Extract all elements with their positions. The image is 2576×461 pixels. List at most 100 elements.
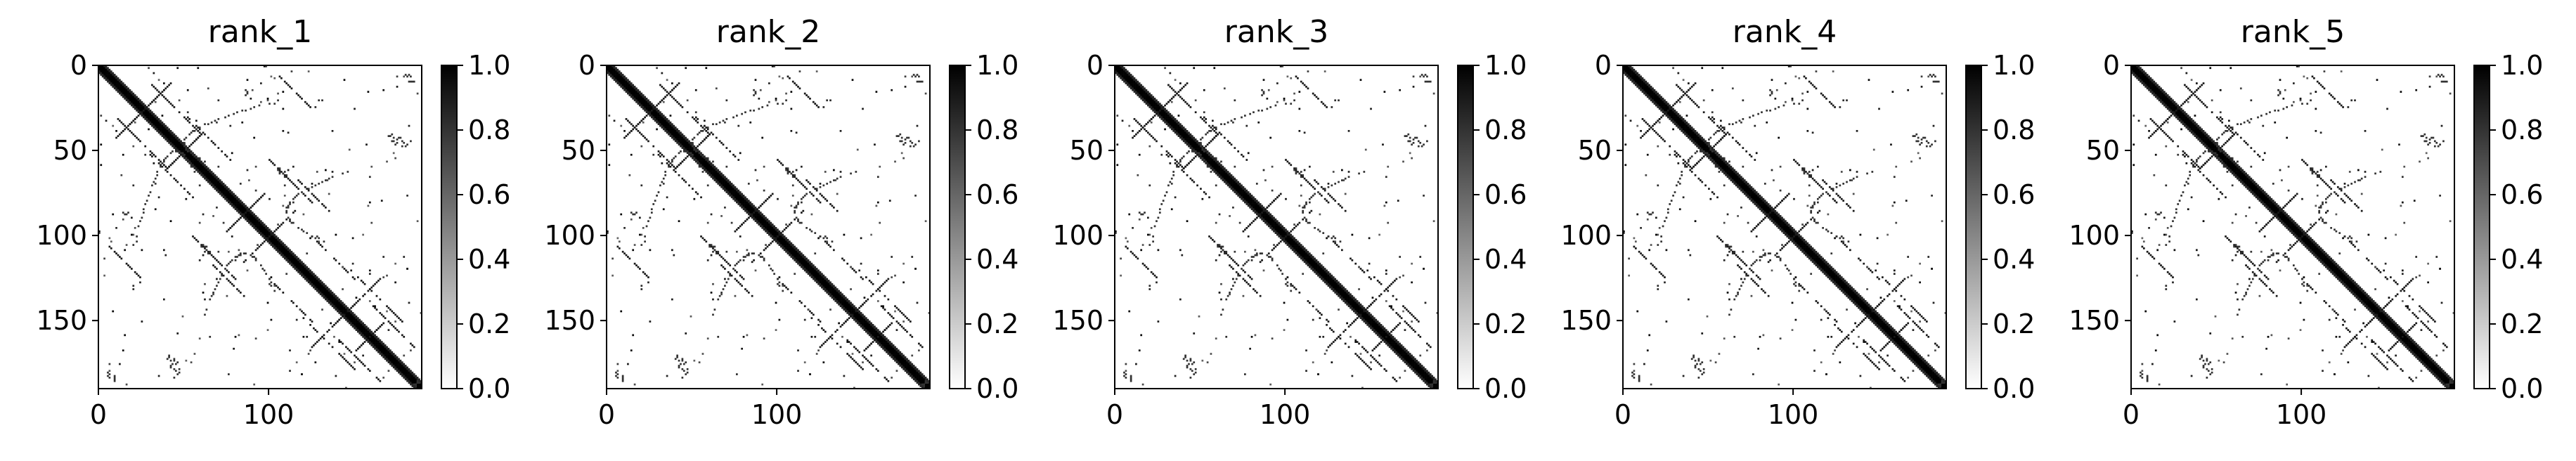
heatmap-cell	[729, 274, 732, 277]
heatmap-cell	[387, 351, 390, 353]
heatmap-cell	[257, 227, 259, 229]
heatmap-cell	[168, 100, 170, 103]
heatmap-cell	[768, 196, 770, 199]
heatmap-cell	[326, 300, 329, 302]
heatmap-cell	[649, 103, 652, 105]
heatmap-cell	[336, 297, 339, 299]
heatmap-cell	[122, 349, 124, 352]
heatmap-cell	[763, 257, 765, 260]
heatmap-cell	[763, 249, 765, 252]
heatmap-cell	[753, 204, 755, 207]
heatmap-cell	[290, 221, 293, 224]
heatmap-cell	[202, 169, 205, 171]
heatmap-cell	[406, 373, 408, 375]
heatmap-cell	[273, 283, 276, 285]
heatmap-cell	[640, 99, 643, 102]
heatmap-cell	[650, 108, 653, 110]
heatmap-cell	[779, 237, 782, 240]
heatmap-cell	[401, 363, 403, 365]
heatmap-cell	[261, 235, 264, 238]
heatmap-cell	[105, 70, 108, 72]
heatmap-cell	[309, 349, 311, 352]
heatmap-cell	[797, 259, 799, 261]
heatmap-cell	[650, 212, 653, 214]
heatmap-cell	[715, 172, 718, 175]
heatmap-cell	[645, 109, 648, 112]
heatmap-cell	[408, 124, 410, 127]
heatmap-cell	[316, 280, 318, 282]
heatmap-cell	[185, 359, 188, 362]
heatmap-cell	[231, 274, 233, 277]
heatmap-cell	[746, 206, 749, 209]
heatmap-cell	[912, 377, 915, 379]
heatmap-cell	[855, 361, 857, 363]
heatmap-cell	[142, 115, 145, 117]
heatmap-cell	[863, 315, 866, 318]
heatmap-cell	[115, 80, 117, 83]
heatmap-cell	[137, 138, 140, 141]
heatmap-cell	[260, 221, 262, 224]
heatmap-cell	[354, 324, 356, 326]
heatmap-cell	[195, 167, 198, 169]
heatmap-cell	[110, 240, 112, 243]
heatmap-cell	[224, 186, 226, 188]
heatmap-cell	[287, 216, 290, 219]
heatmap-cell	[722, 183, 725, 185]
heatmap-cell	[399, 318, 402, 321]
heatmap-cell	[280, 247, 283, 249]
heatmap-cell	[621, 75, 624, 78]
heatmap-cell	[367, 339, 370, 342]
heatmap-cell	[204, 298, 206, 301]
heatmap-cell	[850, 303, 852, 306]
heatmap-cell	[789, 244, 791, 246]
heatmap-cell	[161, 94, 164, 96]
heatmap-cell	[656, 116, 658, 119]
heatmap-cell	[309, 283, 311, 285]
heatmap-cell	[770, 223, 772, 226]
heatmap-cell	[661, 116, 664, 119]
heatmap-cell	[810, 312, 813, 314]
heatmap-cell	[615, 77, 617, 79]
heatmap-cell	[797, 220, 799, 223]
heatmap-cell	[287, 206, 290, 209]
heatmap-cell	[625, 118, 628, 120]
heatmap-cell	[278, 250, 281, 253]
heatmap-cell	[105, 67, 108, 70]
heatmap-cell	[389, 351, 391, 353]
heatmap-cell	[819, 271, 822, 273]
heatmap-cell	[921, 382, 924, 384]
heatmap-cell	[120, 131, 123, 134]
heatmap-cell	[790, 252, 793, 255]
heatmap-cell	[357, 317, 359, 320]
heatmap-cell	[674, 167, 677, 169]
heatmap-cell	[637, 96, 640, 98]
heatmap-cell	[635, 98, 637, 100]
heatmap-cell	[292, 256, 295, 258]
heatmap-cell	[718, 181, 721, 183]
heatmap-cell	[722, 174, 725, 176]
heatmap-cell	[853, 313, 855, 316]
heatmap-cell	[928, 387, 931, 389]
heatmap-cell	[124, 92, 127, 95]
heatmap-cell	[639, 94, 641, 96]
heatmap-cell	[117, 89, 119, 91]
heatmap-cell	[394, 313, 396, 316]
heatmap-cell	[657, 111, 660, 114]
heatmap-cell	[321, 293, 323, 296]
heatmap-cell	[722, 184, 725, 187]
heatmap-cell	[856, 320, 859, 323]
heatmap-cell	[892, 349, 895, 352]
heatmap-cell	[736, 188, 738, 190]
heatmap-cell	[900, 359, 903, 362]
heatmap-cell	[260, 227, 262, 229]
heatmap-cell	[888, 353, 891, 355]
heatmap-cell	[127, 91, 129, 93]
heatmap-cell	[661, 181, 664, 183]
heatmap-cell	[261, 268, 264, 270]
heatmap-cell	[188, 193, 191, 195]
heatmap-cell	[725, 189, 728, 192]
heatmap-cell	[846, 262, 849, 265]
heatmap-cell	[166, 86, 169, 88]
heatmap-cell	[863, 356, 866, 358]
colorbar-tick-label: 0.4	[468, 244, 510, 275]
